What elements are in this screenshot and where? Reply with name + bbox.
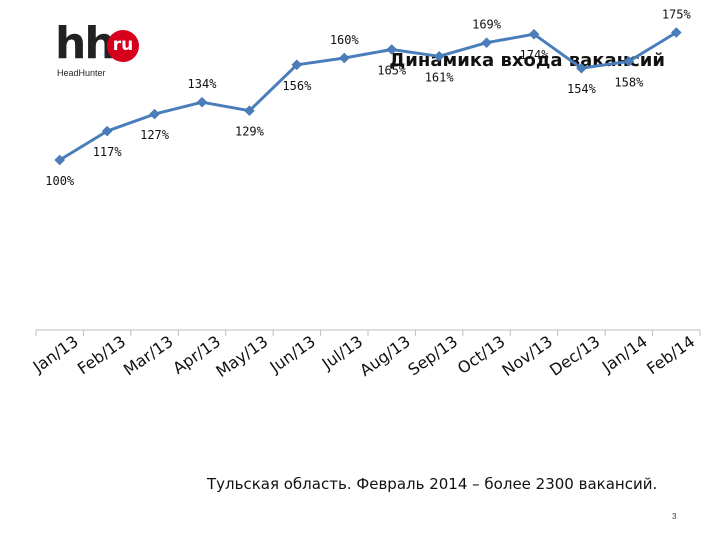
data-point-marker [54, 154, 66, 166]
data-label: 161% [425, 70, 455, 84]
x-tick-label: Dec/13 [546, 332, 603, 380]
data-label: 100% [45, 174, 75, 188]
data-label: 154% [567, 82, 597, 96]
data-label: 129% [235, 125, 265, 139]
data-label: 156% [282, 79, 312, 93]
data-point-marker [386, 44, 398, 55]
x-tick-label: Jan/14 [598, 332, 651, 377]
data-point-marker [433, 50, 445, 62]
x-tick-label: Feb/13 [74, 332, 129, 379]
data-label: 117% [93, 145, 123, 159]
series-line [58, 31, 678, 162]
x-tick-label: Nov/13 [498, 332, 556, 380]
data-label: 158% [614, 75, 644, 89]
headhunter-logo: hh ru HeadHunter [55, 22, 145, 83]
logo-brand-text: HeadHunter [57, 68, 106, 78]
data-point-marker [101, 125, 113, 137]
data-point-marker [576, 62, 587, 74]
data-label: 134% [188, 77, 218, 91]
x-tick-label: Feb/14 [643, 332, 698, 379]
data-point-marker [244, 105, 255, 117]
data-point-marker [670, 27, 682, 38]
logo-hh-text: hh [55, 18, 116, 69]
logo-ru-badge: ru [107, 30, 139, 62]
x-tick-label: Oct/13 [454, 332, 509, 378]
data-point-marker [528, 28, 540, 40]
x-tick-label: Mar/13 [120, 332, 177, 380]
data-label: 165% [377, 64, 407, 78]
data-label: 174% [520, 48, 550, 62]
data-point-marker [338, 52, 350, 64]
data-label: 169% [472, 18, 502, 32]
data-point-marker [196, 96, 208, 108]
data-point-marker [481, 37, 492, 49]
data-label: 175% [662, 8, 692, 22]
slide-caption: Тульская область. Февраль 2014 – более 2… [207, 475, 658, 493]
x-tick-label: Jan/13 [29, 332, 82, 377]
x-tick-label: Sep/13 [404, 332, 461, 380]
x-tick-label: Jun/13 [266, 332, 319, 377]
x-tick-label: May/13 [212, 332, 271, 381]
data-label: 127% [140, 128, 170, 142]
data-point-marker [149, 108, 160, 120]
data-point-marker [623, 56, 635, 67]
data-label: 160% [330, 33, 360, 47]
page-number: 3 [672, 512, 677, 521]
data-point-marker [291, 59, 303, 71]
x-tick-label: Aug/13 [356, 332, 414, 380]
